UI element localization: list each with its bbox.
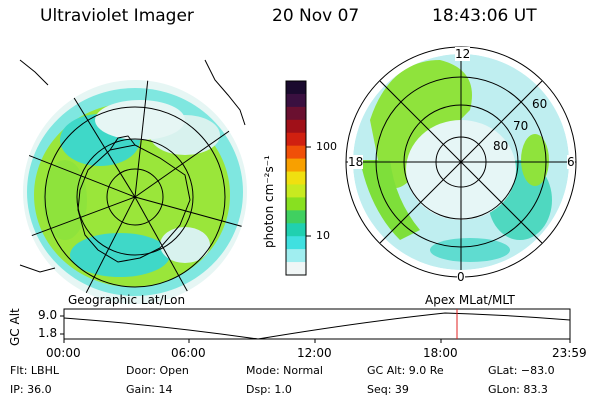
timeline-x-tick-2359: 23:59 bbox=[552, 346, 587, 360]
colorbar-segment bbox=[286, 171, 306, 185]
observation-time: 18:43:06 UT bbox=[432, 6, 537, 26]
colorbar-segment bbox=[286, 158, 306, 173]
mlat-label-80: 80 bbox=[493, 139, 509, 153]
status-mode: Mode: Normal bbox=[246, 364, 323, 377]
mlt-label-6: 6 bbox=[567, 155, 575, 169]
status-dsp: Dsp: 1.0 bbox=[246, 383, 292, 396]
colorbar-segment bbox=[286, 249, 306, 263]
colorbar-segment bbox=[286, 81, 306, 95]
colorbar-segment bbox=[286, 93, 306, 108]
colorbar-segment bbox=[286, 223, 306, 237]
colorbar-segment bbox=[286, 210, 306, 224]
orbit-altitude-timeline bbox=[60, 308, 571, 343]
mlt-label-18: 18 bbox=[348, 155, 364, 169]
mlt-label-12: 12 bbox=[455, 47, 471, 61]
status-glat: GLat: −83.0 bbox=[488, 364, 555, 377]
window-title: Ultraviolet Imager bbox=[40, 6, 194, 26]
mlat-label-60: 60 bbox=[532, 97, 548, 111]
mlt-label-0: 0 bbox=[457, 270, 465, 284]
colorbar-frame bbox=[285, 80, 307, 276]
colorbar-segment bbox=[286, 262, 306, 276]
status-filter: Flt: LBHL bbox=[10, 364, 59, 377]
colorbar-tick-100: 100 bbox=[316, 140, 337, 153]
mlat-label-70: 70 bbox=[513, 119, 529, 133]
timeline-x-tick-1800: 18:00 bbox=[423, 346, 458, 360]
colorbar-segment bbox=[286, 197, 306, 211]
colorbar-segment bbox=[286, 106, 306, 121]
status-gc-alt: GC Alt: 9.0 Re bbox=[367, 364, 444, 377]
status-gain: Gain: 14 bbox=[126, 383, 173, 396]
observation-date: 20 Nov 07 bbox=[272, 6, 360, 26]
colorbar-segment bbox=[286, 132, 306, 147]
colorbar-segment bbox=[286, 145, 306, 160]
colorbar-unit-label: photon cm⁻²s⁻¹ bbox=[262, 155, 276, 248]
geographic-map bbox=[19, 59, 247, 304]
status-ip: IP: 36.0 bbox=[10, 383, 52, 396]
colorbar-tick-10: 10 bbox=[316, 229, 330, 242]
timeline-y-tick-1: 1.8 bbox=[38, 326, 58, 340]
timeline-y-tick-9: 9.0 bbox=[38, 308, 58, 322]
projection-label-left: Geographic Lat/Lon bbox=[68, 293, 186, 307]
projection-label-right: Apex MLat/MLT bbox=[425, 293, 515, 307]
colorbar bbox=[285, 80, 311, 276]
magnetic-polar-plot bbox=[345, 46, 577, 278]
timeline-x-tick-1200: 12:00 bbox=[297, 346, 332, 360]
timeline-x-tick-0000: 00:00 bbox=[46, 346, 81, 360]
status-door: Door: Open bbox=[126, 364, 189, 377]
colorbar-segment bbox=[286, 236, 306, 250]
colorbar-segment bbox=[286, 184, 306, 198]
timeline-x-tick-0600: 06:00 bbox=[171, 346, 206, 360]
colorbar-segment bbox=[286, 119, 306, 134]
status-glon: GLon: 83.3 bbox=[488, 383, 548, 396]
status-seq: Seq: 39 bbox=[367, 383, 409, 396]
timeline-y-label: GC Alt bbox=[8, 308, 22, 346]
